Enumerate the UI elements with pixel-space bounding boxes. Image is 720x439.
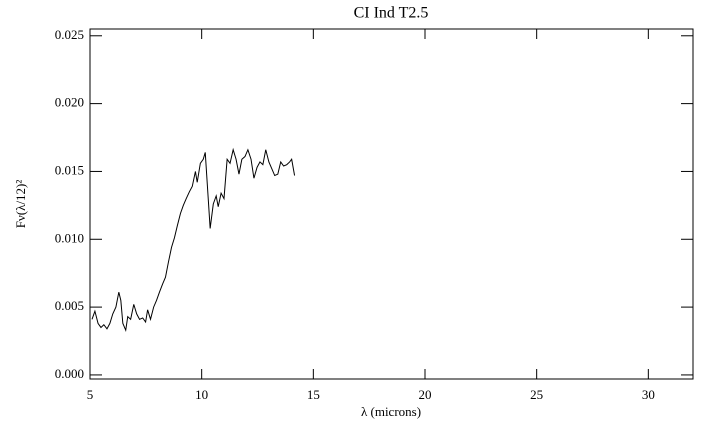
y-tick-label: 0.025 <box>55 27 84 42</box>
y-tick-label: 0.015 <box>55 162 84 177</box>
y-tick-label: 0.000 <box>55 366 84 381</box>
x-tick-label: 15 <box>307 387 320 402</box>
x-tick-label: 10 <box>195 387 208 402</box>
x-tick-label: 20 <box>419 387 432 402</box>
spectrum-line <box>91 147 296 332</box>
x-tick-label: 30 <box>642 387 655 402</box>
x-tick-label: 5 <box>87 387 94 402</box>
x-axis-label: λ (microns) <box>361 404 421 419</box>
y-tick-label: 0.020 <box>55 95 84 110</box>
chart-title: CI Ind T2.5 <box>354 5 429 22</box>
plot-frame <box>89 28 694 380</box>
y-tick-label: 0.005 <box>55 298 84 313</box>
y-axis-label: Fν(λ/12)² <box>13 180 28 229</box>
x-tick-label: 25 <box>530 387 543 402</box>
y-tick-label: 0.010 <box>55 230 84 245</box>
